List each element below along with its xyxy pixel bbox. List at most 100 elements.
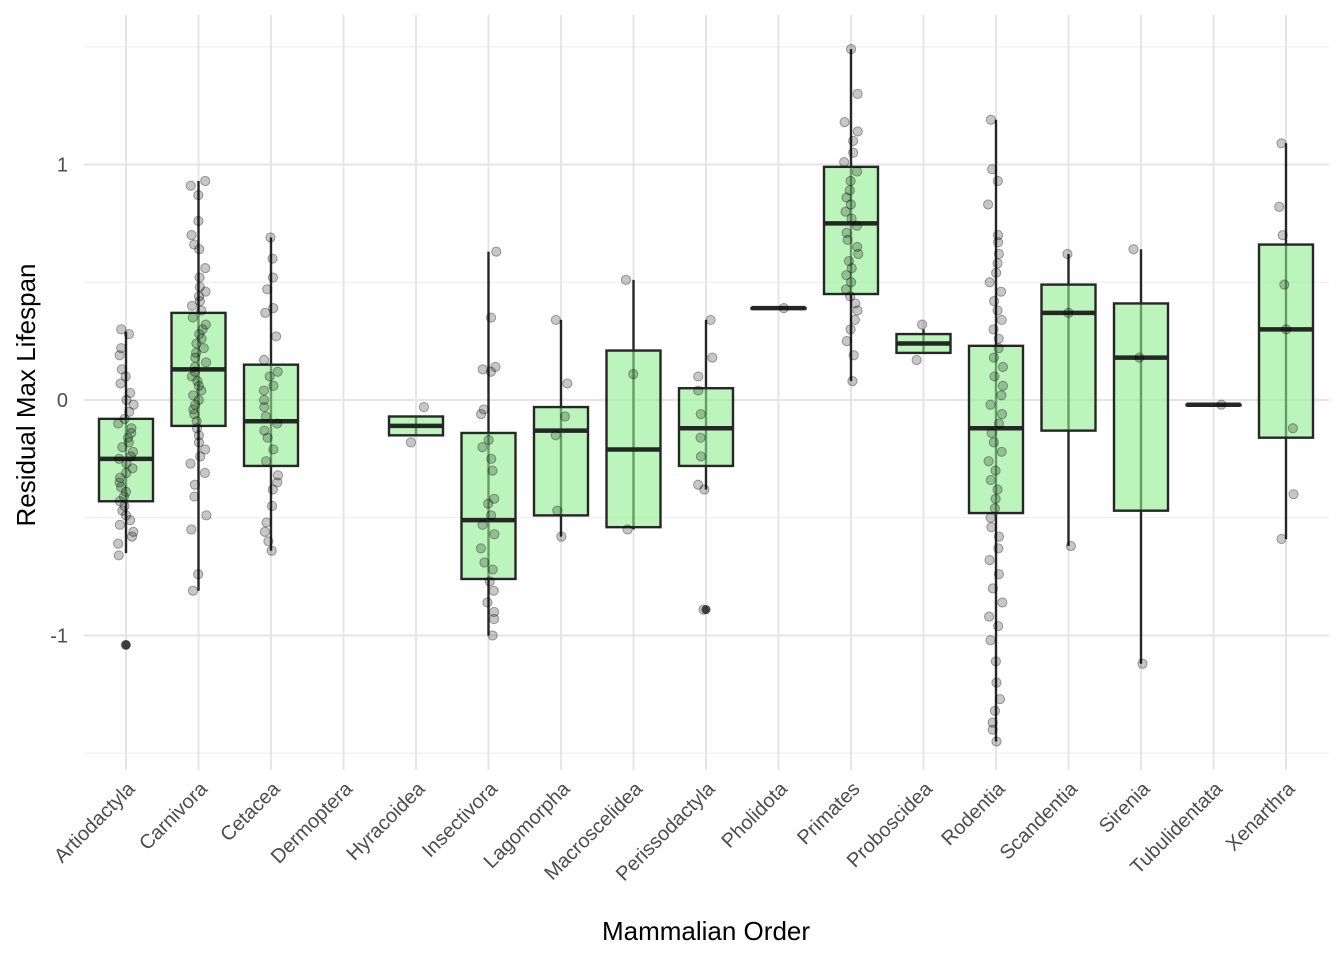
data-point [989,705,1001,716]
data-point [848,135,859,147]
data-point [853,248,864,260]
data-point [193,394,204,406]
data-point [993,343,1004,354]
data-point [264,371,275,382]
box-iqr [242,363,300,468]
data-point [993,248,1004,260]
box-proboscidea [895,329,952,355]
data-point [852,305,863,316]
data-point [124,406,135,417]
data-point [620,274,632,285]
data-point [124,515,136,526]
data-point [705,314,716,326]
data-point [261,456,272,467]
data-point [846,263,857,274]
data-point [260,411,272,422]
data-point [556,531,567,542]
data-point [263,536,274,547]
data-point [1279,279,1290,290]
data-point [194,272,205,283]
x-tick-label: Sirenia [1095,777,1155,837]
data-point [852,88,863,99]
data-point [993,543,1004,554]
data-point [478,404,489,415]
data-point [707,352,718,363]
data-point [261,517,272,528]
x-tick-label: Xenarthra [1222,777,1300,855]
y-tick-label: 0 [57,390,68,412]
data-point [985,114,997,125]
data-point [200,357,212,368]
data-point [988,324,999,335]
data-point [993,418,1005,429]
data-point [489,493,500,505]
data-point [200,286,211,297]
data-point [482,597,493,608]
data-point [483,498,494,509]
data-point [262,284,273,295]
data-point [115,378,126,389]
data-point [190,399,201,410]
data-point [117,505,128,516]
x-tick-label: Scandentia [996,777,1083,864]
data-point [1288,489,1299,500]
data-point [114,519,125,530]
box-xenarthra [1257,143,1315,539]
data-point [120,639,131,651]
data-point [840,284,852,295]
data-point [1065,540,1076,552]
box-iqr [1257,243,1315,439]
x-tick-label: Pholidota [718,777,793,852]
data-point [197,324,208,335]
data-point [200,263,211,274]
data-point [267,484,278,495]
data-point [992,175,1003,187]
data-point [193,380,204,391]
box-lagomorpha [532,319,590,537]
data-point [842,234,853,245]
data-point [488,606,500,618]
data-point [1128,244,1139,255]
data-point [552,505,563,516]
box-hyracoidea [387,415,445,437]
data-point [185,458,196,469]
data-point [984,555,995,566]
data-point [985,635,996,646]
data-point [126,531,138,542]
data-point [693,479,704,490]
box-artiodactyla [97,331,155,650]
data-point [189,239,200,250]
data-point [778,303,789,314]
box-iqr [532,405,590,517]
data-point [693,371,704,382]
box-perissodactyla [677,319,735,615]
data-point [841,192,852,203]
data-point [848,350,859,361]
data-point [848,147,859,158]
data-point [987,164,998,175]
data-point [559,411,571,422]
box-tubulidentata [1185,402,1242,407]
data-point [485,366,496,377]
data-point [119,500,130,512]
data-point [985,512,996,523]
data-point [695,451,707,462]
data-point [114,350,125,361]
data-point [479,557,490,568]
data-point [125,451,137,462]
data-point [995,286,1007,297]
data-point [989,371,1000,382]
data-point [1287,423,1299,434]
data-point [483,434,494,446]
box-primates [822,49,880,382]
data-point [1276,533,1287,545]
data-point [268,380,279,391]
data-point [484,576,495,587]
data-point [190,352,201,363]
data-point [189,479,201,490]
data-point [117,442,128,453]
box-rodentia [967,119,1025,742]
box-carnivora [170,180,227,591]
box-iqr [1112,302,1170,512]
